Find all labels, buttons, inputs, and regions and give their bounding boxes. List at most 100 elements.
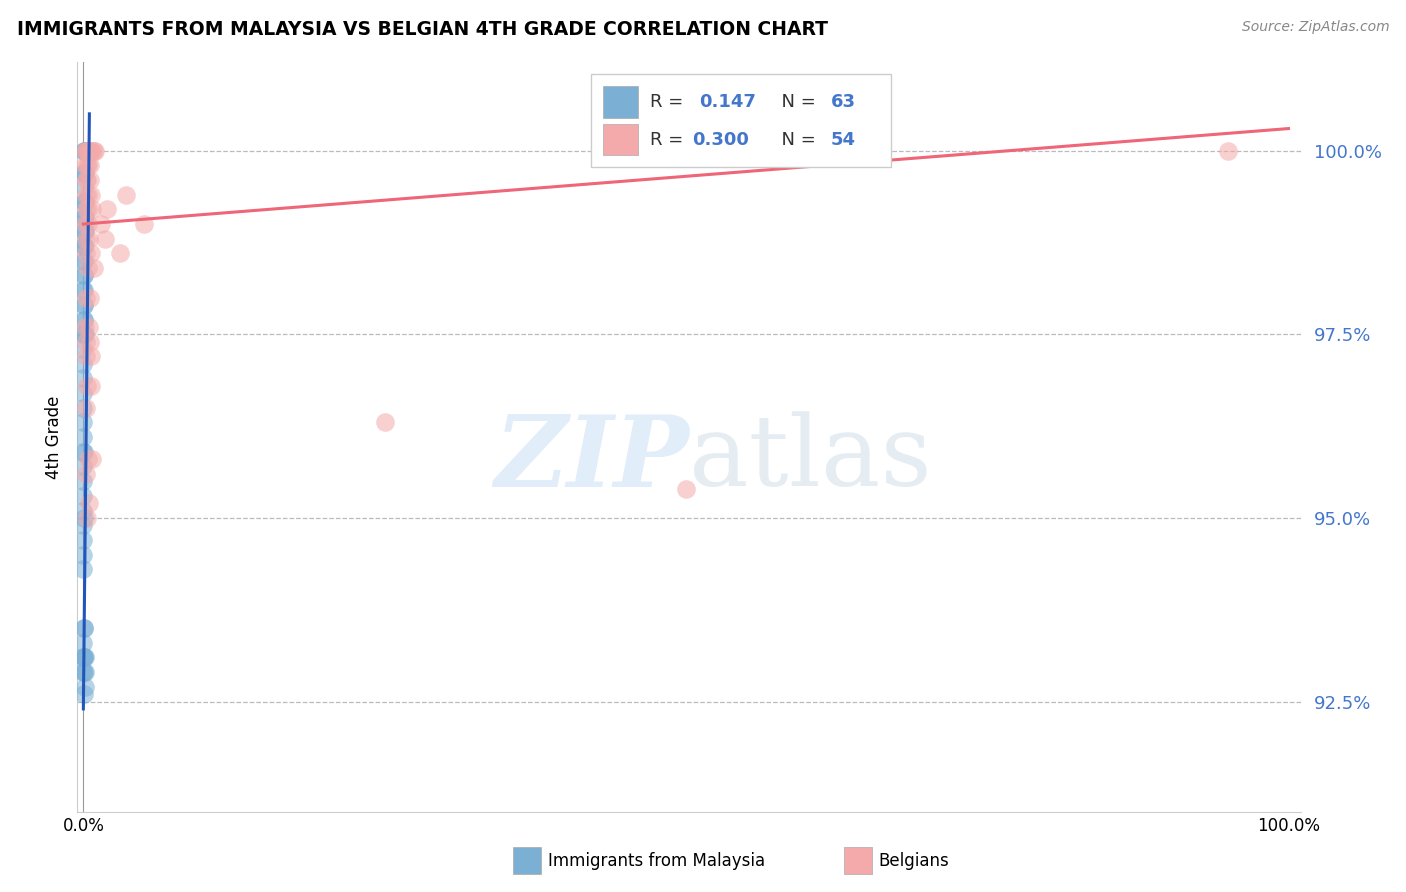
Point — [73, 650, 96, 665]
Point — [90, 217, 112, 231]
Point — [73, 166, 96, 180]
Point — [73, 319, 96, 334]
Point — [73, 312, 96, 326]
Text: Source: ZipAtlas.com: Source: ZipAtlas.com — [1241, 20, 1389, 34]
Point — [72, 386, 94, 401]
Point — [72, 503, 94, 517]
Point — [76, 187, 98, 202]
Point — [73, 687, 96, 701]
Point — [72, 548, 94, 562]
Point — [77, 202, 100, 217]
Point — [80, 187, 103, 202]
Text: atlas: atlas — [689, 412, 932, 508]
Point — [72, 210, 94, 224]
Point — [132, 217, 155, 231]
Point — [73, 511, 96, 525]
Point — [76, 173, 98, 187]
Text: R =: R = — [650, 130, 689, 149]
Point — [72, 371, 94, 385]
Text: Immigrants from Malaysia: Immigrants from Malaysia — [548, 852, 765, 870]
Text: 63: 63 — [831, 93, 856, 112]
Point — [73, 144, 96, 158]
Point — [76, 511, 98, 525]
Point — [72, 298, 94, 312]
Point — [73, 239, 96, 253]
Point — [75, 401, 97, 415]
Point — [73, 144, 96, 158]
Point — [73, 194, 96, 209]
FancyBboxPatch shape — [591, 74, 891, 168]
Point — [73, 224, 96, 238]
Point — [72, 665, 94, 680]
Point — [73, 665, 96, 680]
Point — [83, 261, 105, 276]
Point — [72, 268, 94, 283]
Point — [675, 482, 697, 496]
Text: 0.300: 0.300 — [693, 130, 749, 149]
Point — [73, 224, 96, 238]
Point — [77, 319, 100, 334]
Point — [76, 217, 98, 231]
Point — [73, 210, 96, 224]
Point — [75, 144, 97, 158]
Point — [73, 194, 96, 209]
Y-axis label: 4th Grade: 4th Grade — [45, 395, 63, 479]
Point — [72, 416, 94, 430]
Point — [73, 144, 96, 158]
Point — [73, 680, 96, 694]
Point — [72, 430, 94, 444]
Point — [72, 357, 94, 371]
Point — [73, 621, 96, 635]
Point — [75, 202, 97, 217]
Point — [73, 621, 96, 635]
Point — [73, 158, 96, 172]
Point — [72, 342, 94, 356]
Point — [83, 144, 105, 158]
Point — [72, 459, 94, 474]
Point — [75, 334, 97, 349]
Text: 0.147: 0.147 — [699, 93, 755, 112]
Point — [77, 452, 100, 467]
Point — [72, 312, 94, 326]
Point — [73, 650, 96, 665]
Point — [72, 636, 94, 650]
Point — [73, 650, 96, 665]
Point — [80, 378, 103, 392]
Point — [75, 144, 97, 158]
Text: N =: N = — [769, 93, 821, 112]
Point — [73, 444, 96, 458]
Point — [80, 144, 103, 158]
Point — [73, 217, 96, 231]
Point — [75, 187, 97, 202]
Point — [72, 562, 94, 576]
Text: 54: 54 — [831, 130, 856, 149]
Point — [75, 232, 97, 246]
Point — [94, 232, 117, 246]
Point — [75, 194, 97, 209]
Point — [73, 166, 96, 180]
FancyBboxPatch shape — [603, 124, 637, 155]
Point — [75, 246, 97, 260]
Point — [75, 467, 97, 481]
Point — [79, 496, 101, 510]
Point — [77, 232, 100, 246]
Point — [1218, 144, 1240, 158]
Point — [73, 239, 96, 253]
Point — [72, 327, 94, 342]
Point — [72, 444, 94, 458]
Point — [96, 202, 118, 217]
Point — [73, 253, 96, 268]
Point — [76, 378, 98, 392]
Point — [73, 268, 96, 283]
Point — [77, 144, 100, 158]
Text: N =: N = — [769, 130, 821, 149]
Point — [76, 158, 98, 172]
Point — [73, 665, 96, 680]
Point — [72, 239, 94, 253]
Point — [73, 144, 96, 158]
Text: R =: R = — [650, 93, 695, 112]
Point — [73, 180, 96, 194]
Point — [79, 173, 101, 187]
Point — [75, 173, 97, 187]
Point — [108, 246, 131, 260]
